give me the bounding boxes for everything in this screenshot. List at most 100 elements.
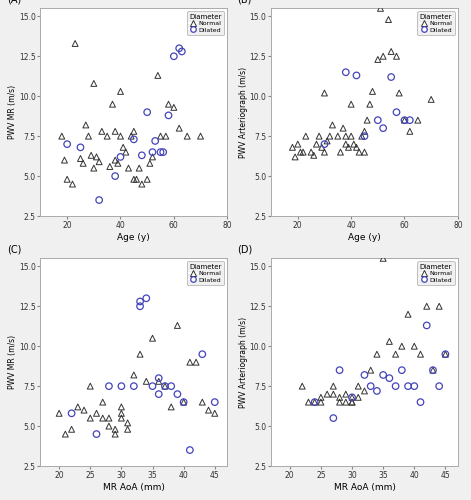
- Point: [311, 398, 318, 406]
- Point: [105, 414, 113, 422]
- Point: [192, 358, 200, 366]
- Point: [211, 410, 219, 418]
- Point: [324, 137, 331, 145]
- Point: [294, 140, 301, 148]
- Point: [93, 410, 100, 418]
- Point: [429, 366, 437, 374]
- Point: [411, 342, 418, 350]
- Point: [386, 374, 393, 382]
- Point: [80, 160, 87, 168]
- Point: [125, 164, 132, 172]
- Point: [149, 382, 156, 390]
- Point: [324, 390, 331, 398]
- Point: [377, 4, 384, 12]
- Point: [174, 390, 181, 398]
- Point: [154, 72, 162, 80]
- Point: [175, 124, 183, 132]
- Point: [170, 104, 178, 112]
- Point: [386, 338, 393, 345]
- Point: [374, 116, 382, 124]
- Point: [77, 144, 84, 152]
- Point: [326, 132, 333, 140]
- Point: [124, 426, 131, 434]
- Point: [93, 430, 100, 438]
- Point: [321, 89, 328, 97]
- Point: [342, 140, 349, 148]
- Point: [317, 398, 325, 406]
- Point: [112, 172, 119, 180]
- Point: [318, 144, 325, 152]
- Point: [417, 398, 424, 406]
- Point: [96, 196, 103, 204]
- Point: [85, 132, 92, 140]
- Point: [337, 148, 344, 156]
- Point: [143, 378, 150, 386]
- Point: [417, 350, 424, 358]
- Point: [155, 390, 162, 398]
- Point: [289, 144, 296, 152]
- Point: [105, 382, 113, 390]
- Y-axis label: PWV Arteriograph (m/s): PWV Arteriograph (m/s): [239, 316, 248, 408]
- Point: [130, 371, 138, 379]
- Point: [136, 302, 144, 310]
- Point: [127, 132, 135, 140]
- Point: [99, 398, 106, 406]
- Y-axis label: PWV MR (m/s): PWV MR (m/s): [8, 85, 17, 139]
- Point: [98, 128, 106, 136]
- Point: [56, 410, 63, 418]
- Point: [435, 382, 443, 390]
- Point: [321, 140, 328, 148]
- Point: [112, 426, 119, 434]
- Point: [373, 387, 381, 395]
- Point: [105, 422, 113, 430]
- Point: [118, 403, 125, 411]
- Point: [313, 140, 320, 148]
- Point: [143, 294, 150, 302]
- Point: [321, 148, 328, 156]
- X-axis label: Age (y): Age (y): [117, 232, 150, 241]
- Point: [122, 148, 130, 156]
- Point: [118, 410, 125, 418]
- Point: [149, 148, 156, 156]
- Point: [330, 382, 337, 390]
- Point: [138, 152, 146, 160]
- Y-axis label: PWV MR (m/s): PWV MR (m/s): [8, 335, 17, 389]
- Point: [379, 124, 387, 132]
- Point: [392, 382, 399, 390]
- Point: [136, 350, 144, 358]
- Point: [112, 156, 119, 164]
- Point: [369, 88, 376, 96]
- Point: [109, 100, 116, 108]
- Point: [411, 382, 418, 390]
- Point: [345, 144, 352, 152]
- Point: [406, 116, 414, 124]
- Point: [330, 414, 337, 422]
- Point: [348, 394, 356, 402]
- Point: [119, 144, 127, 152]
- Point: [404, 382, 412, 390]
- Point: [387, 48, 395, 56]
- Point: [385, 16, 392, 24]
- Point: [199, 398, 206, 406]
- Point: [393, 52, 400, 60]
- Point: [406, 128, 414, 136]
- Point: [117, 132, 124, 140]
- Point: [118, 414, 125, 422]
- Y-axis label: PWV Arteriograph (m/s): PWV Arteriograph (m/s): [239, 66, 248, 158]
- Point: [130, 382, 138, 390]
- X-axis label: MR AoA (mm): MR AoA (mm): [333, 482, 396, 492]
- Point: [423, 322, 430, 330]
- Point: [355, 382, 362, 390]
- Point: [130, 128, 138, 136]
- Point: [348, 398, 356, 406]
- Point: [157, 148, 164, 156]
- Text: (B): (B): [237, 0, 252, 4]
- Legend: Normal, Dilated: Normal, Dilated: [417, 12, 455, 35]
- Legend: Normal, Dilated: Normal, Dilated: [187, 262, 224, 285]
- Point: [68, 410, 75, 418]
- Point: [69, 180, 76, 188]
- X-axis label: Age (y): Age (y): [348, 232, 381, 241]
- Point: [401, 116, 408, 124]
- Point: [165, 112, 172, 120]
- Point: [99, 414, 106, 422]
